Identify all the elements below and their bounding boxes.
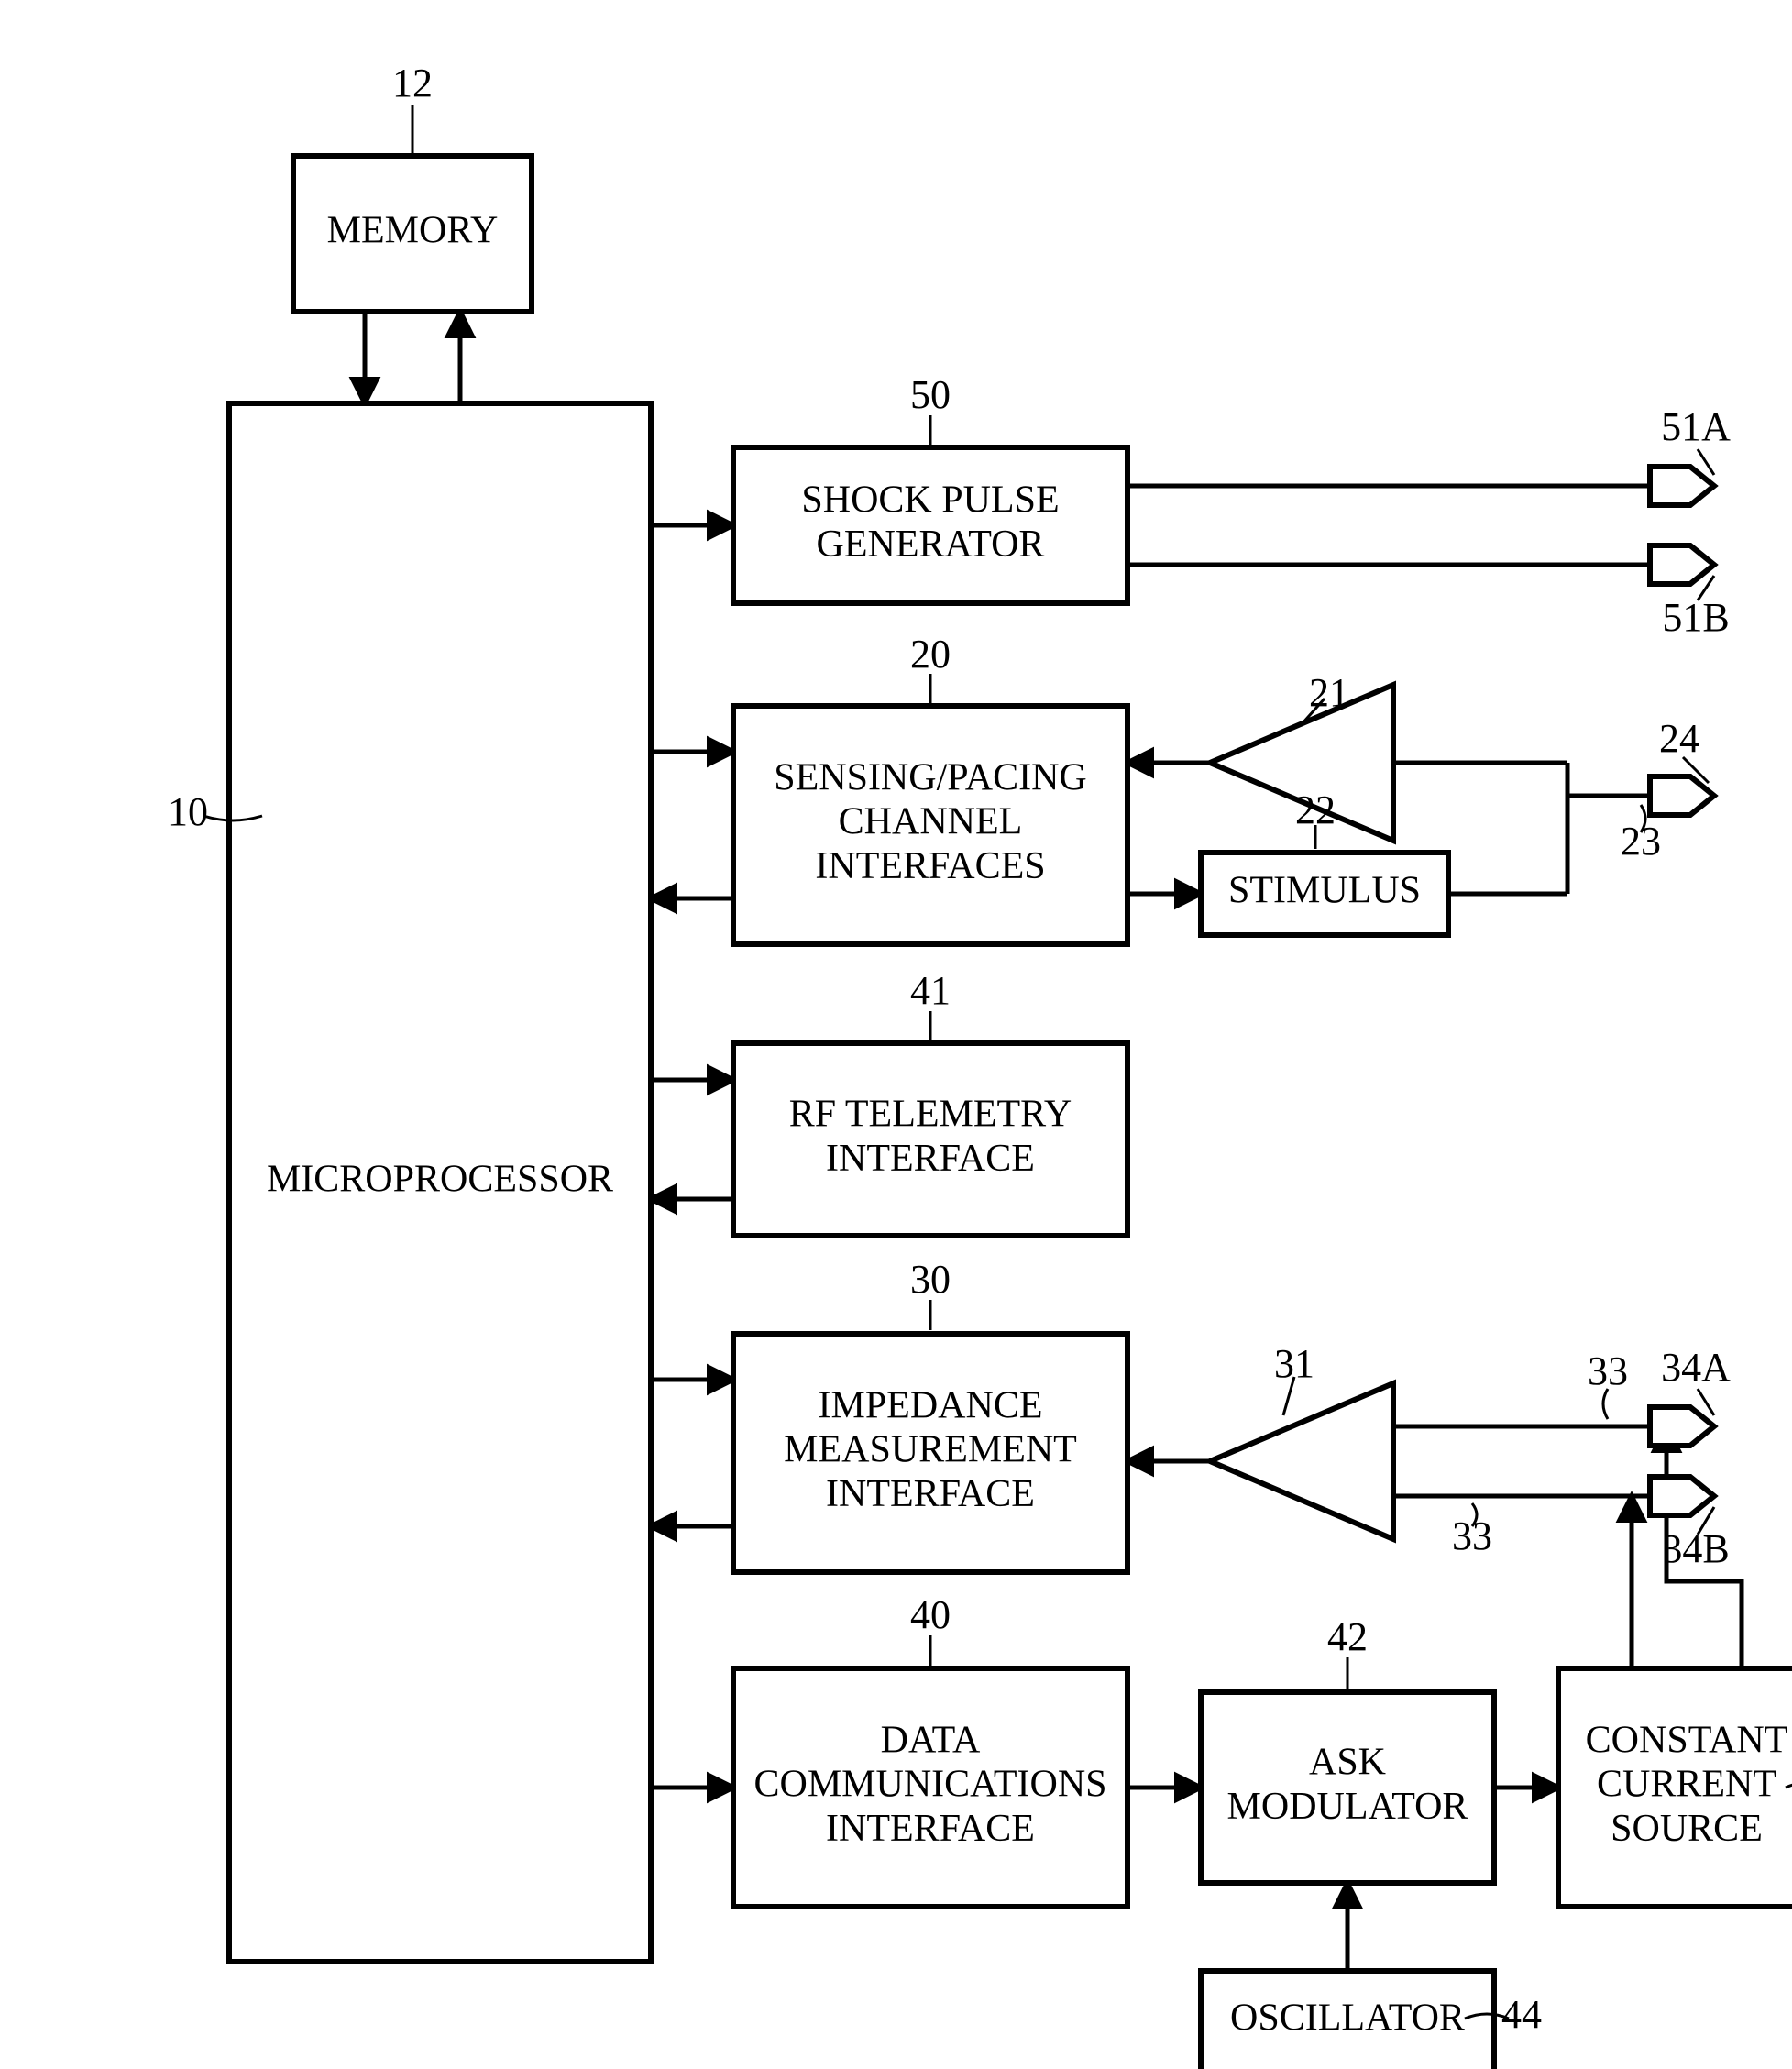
- ref-label-r44: 44: [1501, 1992, 1542, 2037]
- ref-label-r24: 24: [1659, 716, 1699, 761]
- block-label-stimulus-0: STIMULUS: [1228, 870, 1421, 912]
- block-label-datacomm-1: COMMUNICATIONS: [753, 1764, 1106, 1806]
- block-label-sensing-2: INTERFACES: [815, 845, 1045, 887]
- block-diagram: MEMORY MICROPROCESSOR SHOCK PULSEGENERATOR…: [0, 0, 1792, 2069]
- block-label-sensing-1: CHANNEL: [839, 801, 1023, 843]
- amplifier-amp31: [1210, 1383, 1393, 1539]
- block-label-rftelemetry-0: RF TELEMETRY: [789, 1093, 1072, 1135]
- block-label-memory-0: MEMORY: [327, 210, 499, 252]
- terminal-t34a: [1650, 1407, 1714, 1446]
- block-label-sensing-0: SENSING/PACING: [774, 756, 1087, 798]
- block-label-shock-0: SHOCK PULSE: [801, 479, 1059, 521]
- ref-label-r51a: 51A: [1661, 404, 1731, 449]
- block-label-oscillator-0: OSCILLATOR: [1230, 1997, 1465, 2040]
- ref-label-r30: 30: [910, 1257, 951, 1302]
- ref-label-r33b: 33: [1452, 1513, 1492, 1558]
- block-label-shock-1: GENERATOR: [817, 523, 1045, 566]
- block-label-datacomm-2: INTERFACE: [826, 1808, 1035, 1850]
- block-label-impedance-2: INTERFACE: [826, 1473, 1035, 1515]
- ref-label-r31: 31: [1274, 1341, 1314, 1386]
- ref-label-r34b: 34B: [1662, 1526, 1729, 1571]
- terminal-t34b: [1650, 1477, 1714, 1515]
- block-label-microprocessor-0: MICROPROCESSOR: [267, 1159, 613, 1201]
- ref-label-r12: 12: [392, 61, 433, 105]
- block-label-askmod-0: ASK: [1309, 1741, 1386, 1783]
- ref-label-r42: 42: [1327, 1614, 1368, 1659]
- block-label-ccsource-1: CURRENT: [1597, 1764, 1776, 1806]
- ref-label-r23: 23: [1621, 819, 1661, 864]
- leader-r34a: [1698, 1389, 1714, 1415]
- ref-label-r41: 41: [910, 968, 951, 1013]
- ref-label-r10: 10: [168, 789, 208, 834]
- ref-label-r50: 50: [910, 372, 951, 417]
- terminal-t51a: [1650, 467, 1714, 505]
- block-label-askmod-1: MODULATOR: [1227, 1786, 1468, 1828]
- block-label-rftelemetry-1: INTERFACE: [826, 1138, 1035, 1180]
- ref-label-r33a: 33: [1588, 1348, 1628, 1393]
- block-label-datacomm-0: DATA: [881, 1719, 981, 1761]
- ref-label-r34a: 34A: [1661, 1345, 1731, 1390]
- ref-label-r21: 21: [1309, 670, 1349, 715]
- ref-label-r22: 22: [1295, 787, 1336, 832]
- ref-label-r51b: 51B: [1662, 595, 1729, 640]
- ref-label-r40: 40: [910, 1592, 951, 1637]
- block-label-ccsource-2: SOURCE: [1611, 1808, 1763, 1850]
- block-label-impedance-0: IMPEDANCE: [818, 1384, 1042, 1426]
- terminal-t51b: [1650, 545, 1714, 584]
- block-label-impedance-1: MEASUREMENT: [784, 1429, 1077, 1471]
- terminal-t24: [1650, 776, 1714, 815]
- ref-label-r20: 20: [910, 632, 951, 677]
- block-label-ccsource-0: CONSTANT: [1586, 1719, 1788, 1761]
